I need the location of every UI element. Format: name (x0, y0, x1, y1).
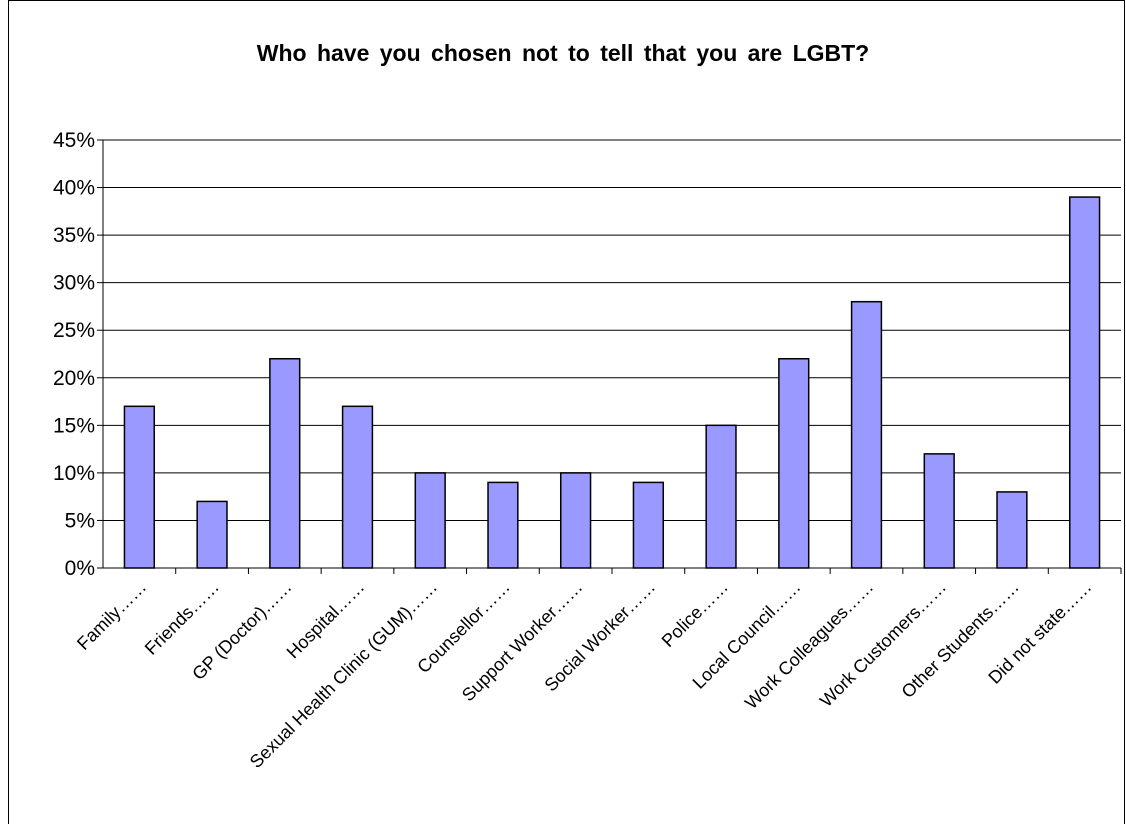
x-tick-label: Family…… (73, 577, 150, 654)
y-tick-label: 15% (53, 414, 95, 437)
axes (97, 139, 1122, 574)
y-tick-label: 0% (65, 557, 95, 580)
bar (196, 500, 228, 569)
bar (341, 405, 374, 569)
chart-title: Who have you chosen not to tell that you… (256, 40, 870, 66)
x-tick-label: Support Worker…… (458, 577, 586, 705)
x-tick-label: Police…… (658, 577, 732, 651)
x-tick-label: Work Customers…… (816, 577, 950, 711)
x-tick-labels: Family……Friends……GP (Doctor)……Hospital……… (73, 577, 1095, 772)
gridlines (103, 139, 1121, 569)
y-tick-label: 35% (53, 224, 95, 247)
bar (123, 405, 156, 569)
y-tick-label: 40% (53, 177, 95, 200)
y-tick-label: 30% (53, 272, 95, 295)
bar (705, 424, 737, 569)
y-tick-label: 25% (53, 319, 95, 342)
bar (850, 300, 883, 569)
bar (487, 481, 519, 569)
bar (632, 481, 665, 569)
y-tick-label: 5% (65, 509, 95, 532)
bar (414, 472, 446, 569)
y-tick-labels: 0% 5% 10% 15% 20% 25% 30% 35% 40% 45% (53, 129, 95, 580)
bar (269, 358, 301, 569)
x-tick-label: Work Colleagues…… (741, 577, 877, 713)
y-tick-label: 20% (53, 367, 95, 390)
bar (778, 358, 810, 569)
bar (996, 491, 1028, 569)
bars (123, 196, 1101, 569)
y-tick-label: 10% (53, 462, 95, 485)
y-tick-label: 45% (53, 129, 95, 152)
bar (559, 472, 592, 569)
bar (1068, 196, 1101, 569)
bar (923, 453, 955, 569)
chart-frame (8, 0, 1125, 824)
